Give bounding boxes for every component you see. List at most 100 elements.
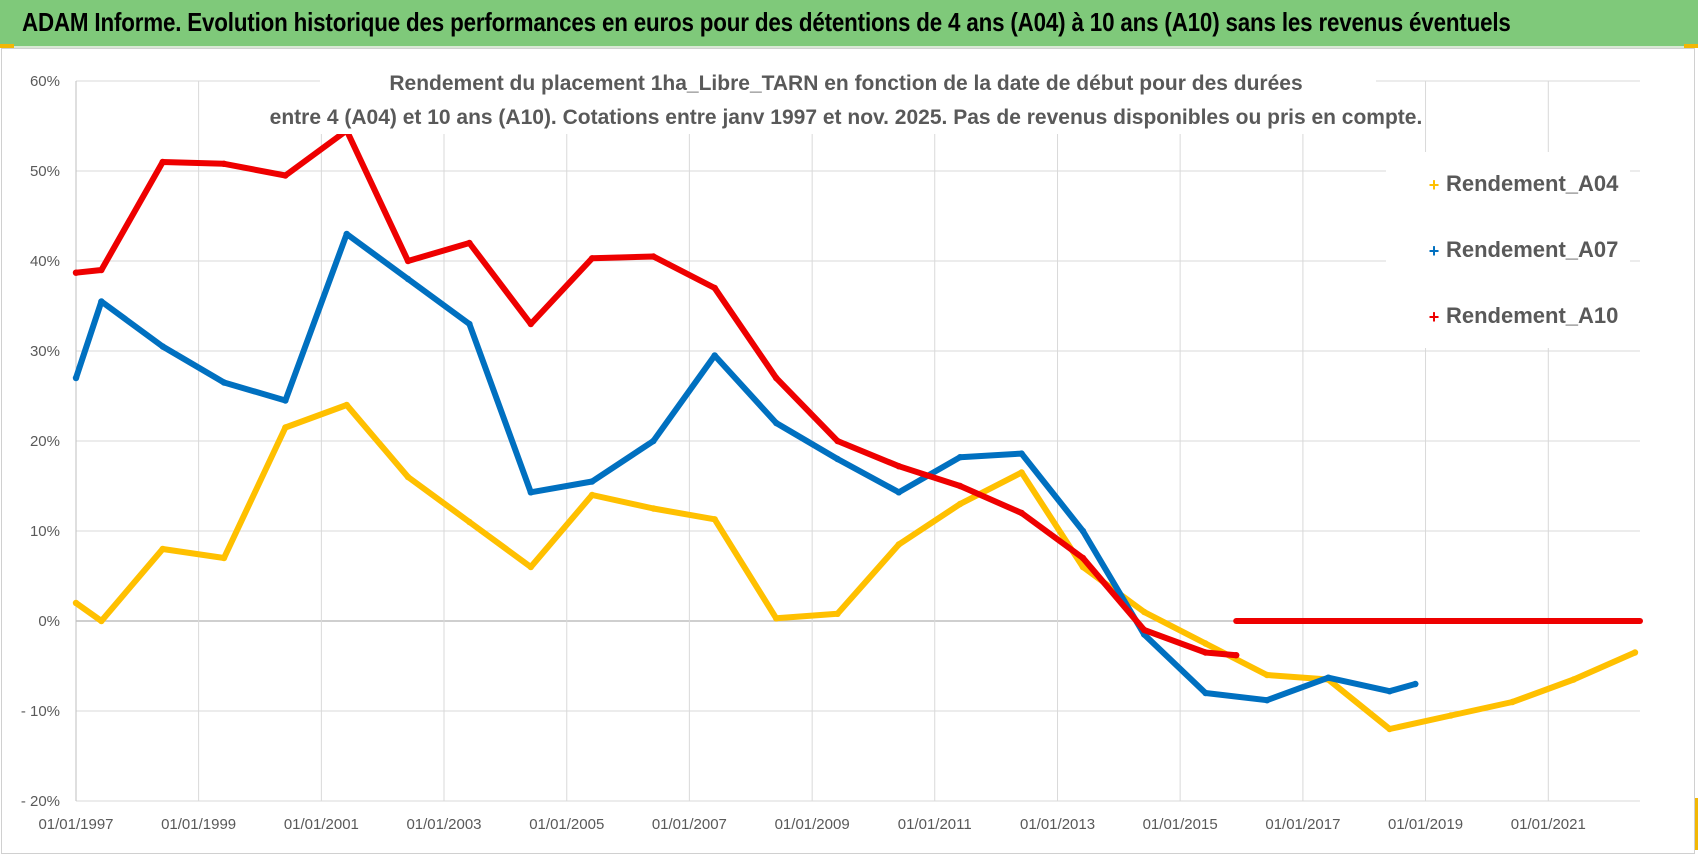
y-tick-label: - 10% xyxy=(21,703,60,720)
data-point-rendement-a04 xyxy=(466,518,473,526)
data-point-rendement-a07 xyxy=(159,343,166,350)
legend-marker-a07: + xyxy=(1429,241,1440,261)
data-point-rendement-a10 xyxy=(1233,652,1240,659)
data-point-rendement-a10 xyxy=(1202,649,1209,656)
data-point-rendement-a04 xyxy=(98,617,105,625)
data-point-rendement-a07 xyxy=(1263,697,1271,704)
data-point-rendement-a07 xyxy=(282,397,289,404)
data-point-rendement-a10 xyxy=(1079,554,1087,562)
data-point-rendement-a04 xyxy=(1447,712,1455,719)
data-point-rendement-a07 xyxy=(343,230,350,238)
data-point-rendement-a07 xyxy=(588,478,596,485)
legend-item-a10: + Rendement_A10 xyxy=(1429,303,1619,328)
x-tick-label: 01/01/1999 xyxy=(161,816,236,833)
x-tick-label: 01/01/2003 xyxy=(406,816,481,833)
data-point-rendement-a04 xyxy=(72,599,80,607)
x-tick-label: 01/01/2005 xyxy=(529,816,604,833)
legend-item-a04: + Rendement_A04 xyxy=(1429,171,1619,196)
data-point-rendement-a10 xyxy=(895,463,902,470)
data-point-rendement-a04 xyxy=(1018,469,1025,476)
data-point-rendement-a04 xyxy=(1202,640,1209,647)
y-tick-label: 30% xyxy=(30,343,60,360)
data-point-rendement-a07 xyxy=(773,419,780,427)
y-tick-label: 20% xyxy=(30,433,60,450)
data-point-rendement-a10 xyxy=(466,239,473,247)
x-tick-label: 01/01/2017 xyxy=(1265,816,1340,833)
series-rendement-a07 xyxy=(72,230,1419,704)
data-point-rendement-a07 xyxy=(1412,680,1419,688)
chart-title-background xyxy=(320,62,1376,134)
data-point-rendement-a04 xyxy=(404,473,412,481)
series-line-rendement-a04 xyxy=(73,402,1638,732)
data-point-rendement-a07 xyxy=(466,320,473,328)
x-tick-label: 01/01/2019 xyxy=(1388,816,1463,833)
data-point-rendement-a04 xyxy=(773,615,780,622)
series-layer xyxy=(72,127,1643,733)
x-tick-label: 01/01/2009 xyxy=(775,816,850,833)
data-point-rendement-a10 xyxy=(72,269,80,276)
data-point-rendement-a04 xyxy=(1570,676,1577,683)
legend-marker-a10: + xyxy=(1429,307,1440,327)
chart-frame xyxy=(1,48,1695,854)
x-tick-label: 01/01/2015 xyxy=(1143,816,1218,833)
y-tick-label: 60% xyxy=(30,73,60,90)
legend-marker-a04: + xyxy=(1429,175,1440,195)
report-title: ADAM Informe. Evolution historique des p… xyxy=(22,7,1511,37)
data-point-rendement-a07 xyxy=(527,489,534,496)
data-point-rendement-a10 xyxy=(527,320,534,328)
legend-box xyxy=(1386,152,1630,348)
legend-label-a10: Rendement_A10 xyxy=(1446,303,1618,328)
data-point-rendement-a07 xyxy=(1079,527,1087,535)
y-tick-label: 50% xyxy=(30,163,60,180)
data-point-rendement-a10 xyxy=(98,266,105,274)
data-point-rendement-a07 xyxy=(834,455,841,463)
data-point-rendement-a07 xyxy=(1018,450,1025,457)
series-line-rendement-a07 xyxy=(73,231,1419,704)
data-point-rendement-a10 xyxy=(159,158,166,166)
x-tick-label: 01/01/2001 xyxy=(284,816,359,833)
data-point-rendement-a04 xyxy=(650,505,657,512)
data-point-rendement-a04 xyxy=(1631,649,1639,656)
corner-accent-top-right xyxy=(1684,44,1698,48)
x-tick-label: 01/01/2007 xyxy=(652,816,727,833)
data-point-rendement-a10 xyxy=(711,284,718,292)
data-point-rendement-a04 xyxy=(834,610,841,617)
data-point-rendement-a04 xyxy=(1386,725,1393,733)
data-point-rendement-a07 xyxy=(220,379,228,386)
data-point-rendement-a07 xyxy=(1386,688,1393,695)
y-tick-label: 40% xyxy=(30,253,60,270)
chart-title-line-2: entre 4 (A04) et 10 ans (A10). Cotations… xyxy=(270,106,1423,129)
data-point-rendement-a10 xyxy=(834,437,841,445)
data-point-rendement-a04 xyxy=(895,541,902,548)
data-point-rendement-a07 xyxy=(956,454,964,461)
data-point-rendement-a10 xyxy=(404,257,412,265)
data-point-rendement-a04 xyxy=(220,554,228,562)
data-point-rendement-a07 xyxy=(895,489,902,496)
data-point-rendement-a04 xyxy=(1079,563,1087,571)
data-point-rendement-a07 xyxy=(711,352,718,359)
legend-item-a07: + Rendement_A07 xyxy=(1429,237,1619,262)
data-point-rendement-a04 xyxy=(343,401,350,409)
header-banner: ADAM Informe. Evolution historique des p… xyxy=(0,0,1698,48)
data-point-rendement-a10 xyxy=(773,374,780,382)
chart-title-line-1: Rendement du placement 1ha_Libre_TARN en… xyxy=(389,72,1302,95)
data-point-rendement-a04 xyxy=(1141,608,1148,616)
data-point-rendement-a07 xyxy=(1325,674,1332,681)
x-tick-label: 01/01/2013 xyxy=(1020,816,1095,833)
x-tick-label: 01/01/1997 xyxy=(38,816,113,833)
y-axis-tick-labels: 60% 50% 40% 30% 20% 10% 0% - 10% - 20% xyxy=(21,73,60,810)
y-tick-label: 0% xyxy=(38,613,60,630)
legend-label-a07: Rendement_A07 xyxy=(1446,237,1618,262)
legend-label-a04: Rendement_A04 xyxy=(1446,171,1619,196)
y-tick-label: - 20% xyxy=(21,793,60,810)
data-point-rendement-a07 xyxy=(98,298,105,305)
data-point-rendement-a10 xyxy=(1018,509,1025,517)
data-point-rendement-a04 xyxy=(588,491,596,499)
data-point-rendement-a04 xyxy=(711,516,718,523)
data-point-rendement-a10 xyxy=(1141,626,1148,634)
series-rendement-a04 xyxy=(72,401,1639,733)
series-rendement-a10 xyxy=(72,127,1643,659)
data-point-rendement-a04 xyxy=(1263,671,1271,679)
corner-accent-top-left xyxy=(0,44,14,48)
data-point-rendement-a04 xyxy=(282,424,289,431)
